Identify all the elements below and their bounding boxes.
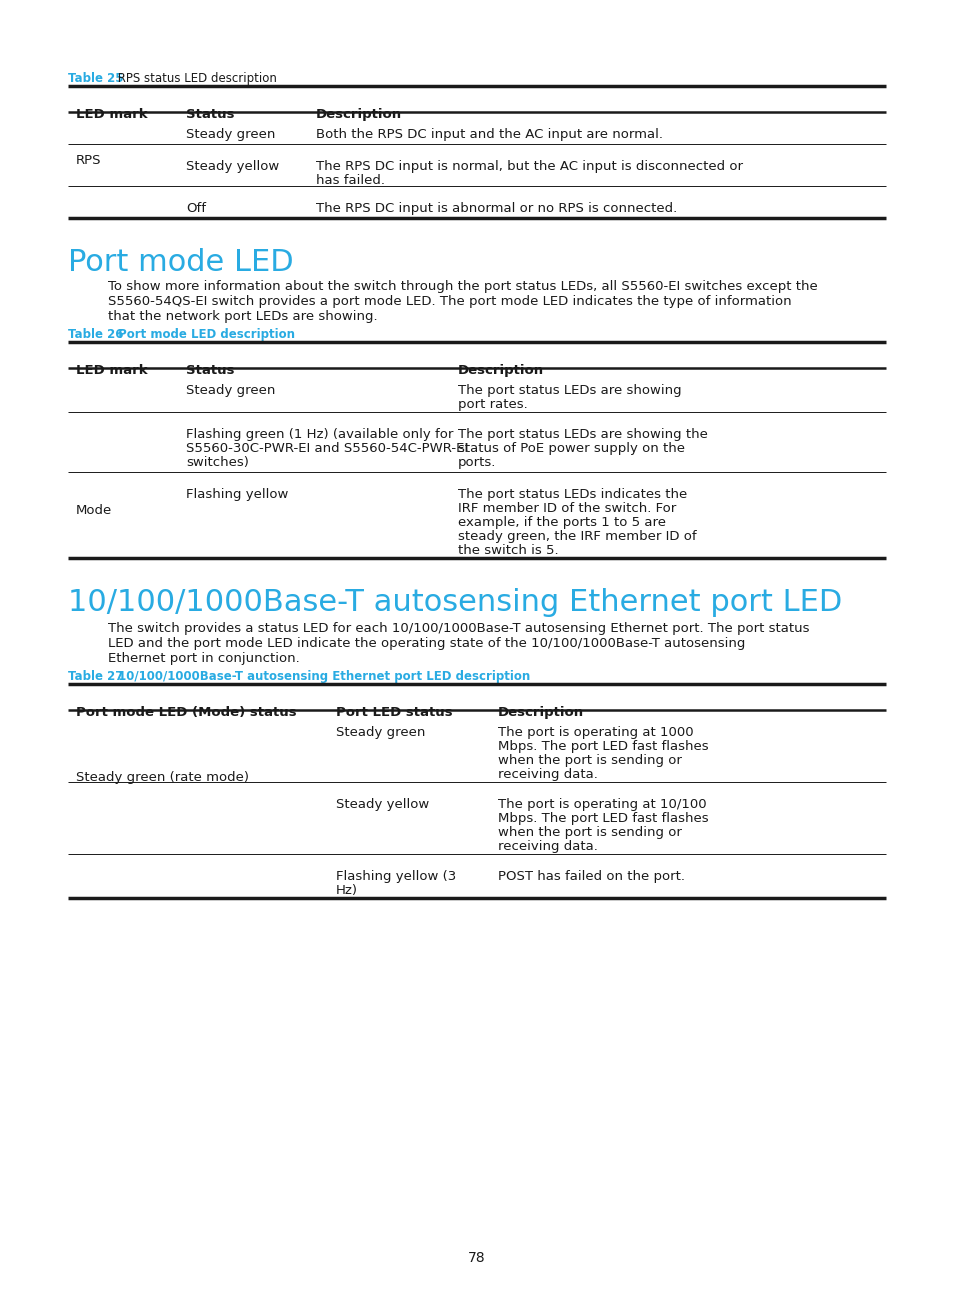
Text: Port LED status: Port LED status <box>335 707 452 719</box>
Text: port rates.: port rates. <box>457 399 527 411</box>
Text: Port mode LED (Mode) status: Port mode LED (Mode) status <box>76 707 296 719</box>
Text: The port status LEDs are showing: The port status LEDs are showing <box>457 384 680 397</box>
Text: Table 26: Table 26 <box>68 327 123 342</box>
Text: RPS status LED description: RPS status LED description <box>113 72 276 85</box>
Text: steady green, the IRF member ID of: steady green, the IRF member ID of <box>457 531 696 543</box>
Text: Flashing green (1 Hz) (available only for: Flashing green (1 Hz) (available only fo… <box>186 428 453 441</box>
Text: that the network port LEDs are showing.: that the network port LEDs are showing. <box>108 311 377 324</box>
Text: has failed.: has failed. <box>315 173 385 188</box>
Text: 10/100/1000Base-T autosensing Ethernet port LED: 10/100/1000Base-T autosensing Ethernet p… <box>68 587 841 617</box>
Text: Status: Status <box>186 107 234 122</box>
Text: Description: Description <box>497 707 583 719</box>
Text: Steady green: Steady green <box>186 128 275 141</box>
Text: LED mark: LED mark <box>76 364 148 377</box>
Text: example, if the ports 1 to 5 are: example, if the ports 1 to 5 are <box>457 516 665 529</box>
Text: S5560-30C-PWR-EI and S5560-54C-PWR-EI: S5560-30C-PWR-EI and S5560-54C-PWR-EI <box>186 443 468 455</box>
Text: To show more information about the switch through the port status LEDs, all S556: To show more information about the switc… <box>108 280 817 292</box>
Text: RPS: RPS <box>76 154 101 167</box>
Text: The RPS DC input is normal, but the AC input is disconnected or: The RPS DC input is normal, but the AC i… <box>315 160 742 173</box>
Text: Table 27: Table 27 <box>68 670 123 683</box>
Text: Table 25: Table 25 <box>68 72 123 85</box>
Text: when the port is sending or: when the port is sending or <box>497 826 681 839</box>
Text: Steady yellow: Steady yellow <box>186 160 279 173</box>
Text: Flashing yellow: Flashing yellow <box>186 488 288 501</box>
Text: receiving data.: receiving data. <box>497 769 598 782</box>
Text: Ethernet port in conjunction.: Ethernet port in conjunction. <box>108 652 299 665</box>
Text: Flashing yellow (3: Flashing yellow (3 <box>335 870 456 883</box>
Text: Description: Description <box>315 107 402 122</box>
Text: Steady green: Steady green <box>335 726 425 739</box>
Text: The RPS DC input is abnormal or no RPS is connected.: The RPS DC input is abnormal or no RPS i… <box>315 202 677 215</box>
Text: Steady green: Steady green <box>186 384 275 397</box>
Text: Mbps. The port LED fast flashes: Mbps. The port LED fast flashes <box>497 813 708 826</box>
Text: The port status LEDs are showing the: The port status LEDs are showing the <box>457 428 707 441</box>
Text: Steady green (rate mode): Steady green (rate mode) <box>76 771 249 784</box>
Text: LED and the port mode LED indicate the operating state of the 10/100/1000Base-T : LED and the port mode LED indicate the o… <box>108 637 744 650</box>
Text: POST has failed on the port.: POST has failed on the port. <box>497 870 684 883</box>
Text: IRF member ID of the switch. For: IRF member ID of the switch. For <box>457 502 676 515</box>
Text: The port is operating at 1000: The port is operating at 1000 <box>497 726 693 739</box>
Text: Status: Status <box>186 364 234 377</box>
Text: Port mode LED description: Port mode LED description <box>113 327 294 342</box>
Text: 10/100/1000Base-T autosensing Ethernet port LED description: 10/100/1000Base-T autosensing Ethernet p… <box>113 670 530 683</box>
Text: S5560-54QS-EI switch provides a port mode LED. The port mode LED indicates the t: S5560-54QS-EI switch provides a port mod… <box>108 295 791 308</box>
Text: ports.: ports. <box>457 455 496 468</box>
Text: Off: Off <box>186 202 206 215</box>
Text: Mbps. The port LED fast flashes: Mbps. The port LED fast flashes <box>497 740 708 753</box>
Text: Mode: Mode <box>76 505 112 518</box>
Text: The switch provides a status LED for each 10/100/1000Base-T autosensing Ethernet: The switch provides a status LED for eac… <box>108 622 809 635</box>
Text: status of PoE power supply on the: status of PoE power supply on the <box>457 443 684 455</box>
Text: when the port is sending or: when the port is sending or <box>497 754 681 767</box>
Text: the switch is 5.: the switch is 5. <box>457 543 558 556</box>
Text: receiving data.: receiving data. <box>497 840 598 853</box>
Text: The port is operating at 10/100: The port is operating at 10/100 <box>497 798 706 811</box>
Text: LED mark: LED mark <box>76 107 148 122</box>
Text: Description: Description <box>457 364 543 377</box>
Text: 78: 78 <box>468 1251 485 1266</box>
Text: Hz): Hz) <box>335 884 357 897</box>
Text: Port mode LED: Port mode LED <box>68 248 294 277</box>
Text: The port status LEDs indicates the: The port status LEDs indicates the <box>457 488 686 501</box>
Text: Steady yellow: Steady yellow <box>335 798 429 811</box>
Text: Both the RPS DC input and the AC input are normal.: Both the RPS DC input and the AC input a… <box>315 128 662 141</box>
Text: switches): switches) <box>186 455 249 468</box>
